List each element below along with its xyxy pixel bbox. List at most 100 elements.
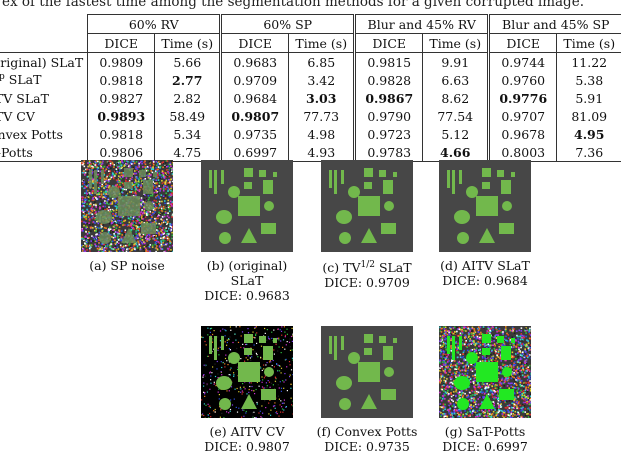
dice-cell: 0.9683: [219, 52, 289, 71]
figure-original-slat: (b) (original) SLaT DICE: 0.9683: [188, 160, 306, 303]
column-header: Time (s): [422, 33, 489, 53]
figure-dice: DICE: 0.9807: [204, 439, 290, 454]
dice-cell: 0.9776: [487, 89, 557, 107]
figure-aitv-slat: (d) AITV SLaT DICE: 0.9684: [426, 160, 544, 288]
time-cell: 5.12: [422, 125, 489, 143]
figure-dice: DICE: 0.9684: [442, 273, 528, 288]
dice-cell: 0.9807: [219, 107, 289, 125]
dice-cell: 0.9818: [87, 125, 155, 143]
figure-tv-slat: (c) TV1/2 SLaT DICE: 0.9709: [308, 160, 426, 290]
dice-cell: 0.9867: [353, 89, 423, 107]
time-cell: 6.85: [288, 52, 355, 71]
time-cell: 9.91: [422, 52, 489, 71]
figure-dice: DICE: 0.6997: [442, 439, 528, 454]
dice-cell: 0.9790: [353, 107, 423, 125]
time-cell: 5.66: [154, 52, 221, 71]
column-header: Time (s): [288, 33, 355, 53]
time-cell: 4.66: [422, 143, 489, 162]
dice-cell: 0.9783: [353, 143, 423, 162]
segmentation-image: [439, 160, 531, 252]
figure-sp-noise: (a) SP noise: [68, 160, 186, 273]
time-cell: 5.34: [154, 125, 221, 143]
segmentation-image: [201, 326, 293, 418]
figure-convex-potts: (f) Convex Potts DICE: 0.9735: [308, 326, 426, 454]
time-cell: 4.93: [288, 143, 355, 162]
table-row: T-Potts0.98064.750.69974.930.97834.660.8…: [0, 143, 622, 162]
time-cell: 58.49: [154, 107, 221, 125]
figure-dice: DICE: 0.9683: [204, 288, 290, 303]
table-row: Vp SLaT 0.98182.770.97093.420.98286.630.9…: [0, 71, 622, 89]
method-name: Vp SLaT: [0, 72, 42, 88]
sp-noise-image: [81, 160, 173, 252]
time-cell: 3.03: [288, 89, 355, 107]
method-name: ITV CV: [0, 108, 35, 124]
dice-cell: 0.9744: [487, 52, 557, 71]
dice-cell: 0.9678: [487, 125, 557, 143]
dice-cell: 0.9818: [87, 71, 155, 89]
method-name: Original) SLaT: [0, 54, 84, 70]
dice-cell: 0.9828: [353, 71, 423, 89]
figure-aitv-cv: (e) AITV CV DICE: 0.9807: [188, 326, 306, 454]
column-header: DICE: [219, 33, 289, 53]
table-caption: ex of the fastest time among the segment…: [2, 0, 584, 10]
dice-cell: 0.9709: [219, 71, 289, 89]
dice-cell: 0.9707: [487, 107, 557, 125]
table-row: ITV SLaT 0.98272.820.96843.030.98678.620.…: [0, 89, 622, 107]
time-cell: 77.54: [422, 107, 489, 125]
segmentation-image: [321, 160, 413, 252]
time-cell: 5.38: [556, 71, 622, 89]
figure-caption: (b) (original) SLaT: [206, 258, 288, 288]
table-row: onvex Potts 0.98185.340.97354.980.97235.1…: [0, 125, 622, 143]
figure-caption: (f) Convex Potts: [316, 424, 418, 439]
column-header: DICE: [487, 33, 557, 53]
figure-caption: (d) AITV SLaT: [440, 258, 530, 273]
table-row: ITV CV 0.989358.490.980777.730.979077.540…: [0, 107, 622, 125]
column-header: Time (s): [556, 33, 622, 53]
column-header: Time (s): [154, 33, 221, 53]
figure-dice: DICE: 0.9709: [324, 275, 410, 291]
segmentation-image: [439, 326, 531, 418]
figure-sat-potts: (g) SaT-Potts DICE: 0.6997: [426, 326, 544, 454]
group-header: Blur and 45% RV: [353, 14, 489, 34]
table-row: Original) SLaT0.98095.660.96836.850.9815…: [0, 52, 622, 71]
method-name: T-Potts: [0, 143, 88, 162]
column-header: DICE: [87, 33, 155, 53]
time-cell: 77.73: [288, 107, 355, 125]
figure-caption: (c) TV1/2 SLaT: [322, 260, 412, 276]
dice-cell: 0.9806: [87, 143, 155, 162]
time-cell: 4.95: [556, 125, 622, 143]
time-cell: 8.62: [422, 89, 489, 107]
dice-cell: 0.9827: [87, 89, 155, 107]
figure-dice: DICE: 0.9735: [324, 439, 410, 454]
dice-cell: 0.9815: [353, 52, 423, 71]
dice-cell: 0.6997: [219, 143, 289, 162]
time-cell: 7.36: [556, 143, 622, 162]
dice-cell: 0.9760: [487, 71, 557, 89]
time-cell: 2.82: [154, 89, 221, 107]
method-name: ITV SLaT: [0, 90, 49, 106]
table-header-columns: DICE Time (s) DICE Time (s) DICE Time (s…: [0, 33, 622, 53]
time-cell: 81.09: [556, 107, 622, 125]
figure-caption: (g) SaT-Potts: [444, 424, 526, 439]
group-header: Blur and 45% SP: [487, 14, 622, 34]
table-header-groups: 60% RV 60% SP Blur and 45% RV Blur and 4…: [0, 14, 622, 34]
dice-cell: 0.9809: [87, 52, 155, 71]
column-header: DICE: [353, 33, 423, 53]
time-cell: 3.42: [288, 71, 355, 89]
dice-cell: 0.9723: [353, 125, 423, 143]
group-header: 60% RV: [87, 14, 221, 34]
segmentation-image: [201, 160, 293, 252]
results-table: 60% RV 60% SP Blur and 45% RV Blur and 4…: [0, 14, 622, 162]
figure-caption: (e) AITV CV: [209, 424, 285, 439]
dice-cell: 0.8003: [487, 143, 557, 162]
dice-cell: 0.9893: [87, 107, 155, 125]
method-name: onvex Potts: [0, 126, 63, 142]
time-cell: 11.22: [556, 52, 622, 71]
figure-caption: (a) SP noise: [89, 258, 165, 273]
segmentation-image: [321, 326, 413, 418]
time-cell: 4.75: [154, 143, 221, 162]
time-cell: 2.77: [154, 71, 221, 89]
time-cell: 5.91: [556, 89, 622, 107]
dice-cell: 0.9684: [219, 89, 289, 107]
dice-cell: 0.9735: [219, 125, 289, 143]
